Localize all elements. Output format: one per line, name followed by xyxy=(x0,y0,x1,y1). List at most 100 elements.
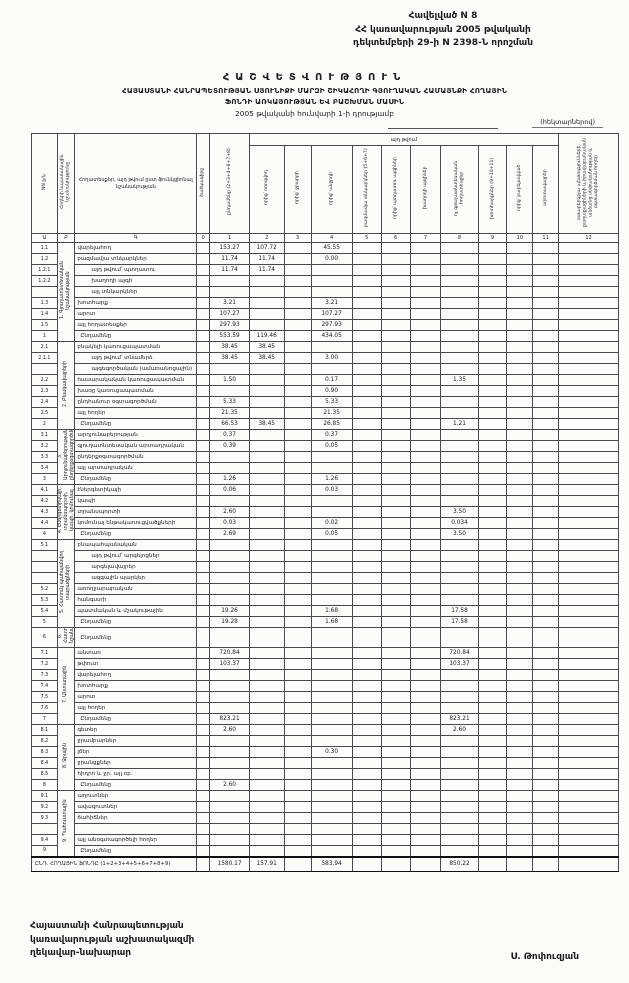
row-label: կապի xyxy=(74,495,198,507)
row-code: 1 xyxy=(31,330,58,342)
cell-col5 xyxy=(351,308,382,320)
cell-col7 xyxy=(409,396,442,408)
col-number: Ա xyxy=(31,233,58,243)
cell-col10 xyxy=(506,374,534,386)
row-code: 3 xyxy=(31,473,58,485)
row-label: Ընդամենը xyxy=(74,779,198,791)
cell-col10 xyxy=(506,286,534,298)
row-label: բնակելի կառուցապատման xyxy=(74,341,198,353)
cell-col10 xyxy=(506,473,534,485)
table-row xyxy=(31,823,619,835)
col-header-7: խաղողի այգիներ xyxy=(409,145,442,234)
cell-col12 xyxy=(558,517,619,529)
cell-col7 xyxy=(409,418,442,430)
cell-col5 xyxy=(351,647,382,659)
appendix-reference: Հավելված N 8 ՀՀ կառավարության 2005 թվակա… xyxy=(293,10,593,51)
table-row: 2.2 հասարակական կառուցապատման 1.50 0.17 1.35 xyxy=(31,374,619,386)
cell-col2 xyxy=(248,845,285,857)
row-label: անտառ xyxy=(74,647,198,659)
table-row: 8.3 լճեր 0.30 xyxy=(31,746,619,758)
cell-col3 xyxy=(283,396,312,408)
cell-col6 xyxy=(380,594,411,606)
cell-col9 xyxy=(477,517,508,529)
cell-col10 xyxy=(506,669,534,681)
cell-col0 xyxy=(196,330,211,342)
footer-signatory-title: Հայաստանի Հանրապետության կառավարության ա… xyxy=(30,920,194,961)
cell-col12 xyxy=(558,297,619,309)
cell-col5 xyxy=(351,264,382,276)
cell-col9 xyxy=(477,647,508,659)
group-label: 6. Հատուկ նշանակության xyxy=(56,627,76,648)
cell-col7 xyxy=(409,539,442,551)
cell-col9 xyxy=(477,308,508,320)
cell-col0 xyxy=(196,845,211,857)
cell-col0 xyxy=(196,691,211,703)
cell-col9 xyxy=(477,561,508,573)
row-code: 7.2 xyxy=(31,658,58,670)
cell-col1: 38.45 xyxy=(209,352,250,364)
cell-col7 xyxy=(409,253,442,265)
cell-col1: 21.35 xyxy=(209,407,250,419)
cell-col8 xyxy=(440,396,479,408)
cell-col2 xyxy=(248,768,285,780)
cell-col8: 1.21 xyxy=(440,418,479,430)
cell-col11 xyxy=(532,385,560,397)
row-label: խոտհարք xyxy=(74,680,198,692)
table-row: 5.4 պատմական և մշակութային 19.26 1.68 17.58 xyxy=(31,605,619,617)
cell-col12 xyxy=(558,440,619,452)
cell-col9 xyxy=(477,691,508,703)
cell-col12 xyxy=(558,801,619,813)
cell-col2 xyxy=(248,658,285,670)
cell-col6 xyxy=(380,757,411,769)
cell-col9 xyxy=(477,779,508,791)
row-code: 3.4 xyxy=(31,462,58,474)
cell-col1 xyxy=(209,275,250,287)
cell-col9 xyxy=(477,242,508,254)
cell-col1 xyxy=(209,669,250,681)
cell-col2 xyxy=(248,680,285,692)
row-code: 9.1 xyxy=(31,790,58,802)
cell-col5 xyxy=(351,440,382,452)
cell-col7 xyxy=(409,363,442,375)
cell-col1 xyxy=(209,561,250,573)
cell-col6 xyxy=(380,297,411,309)
cell-col3 xyxy=(283,341,312,353)
cell-col3 xyxy=(283,242,312,254)
cell-col12 xyxy=(558,352,619,364)
row-label: այգեգործական (ամառանոցային) xyxy=(74,363,198,375)
cell-col2 xyxy=(248,627,285,648)
row-label: Ընդամենը xyxy=(74,616,198,628)
row-code: 9.4 xyxy=(31,834,58,846)
cell-col3 xyxy=(283,669,312,681)
cell-col5 xyxy=(351,702,382,714)
cell-col3 xyxy=(283,330,312,342)
row-code xyxy=(31,363,58,375)
cell-col12 xyxy=(558,374,619,386)
cell-col4: 1.26 xyxy=(310,473,353,485)
cell-col8 xyxy=(440,768,479,780)
cell-col4 xyxy=(310,275,353,287)
cell-col8 xyxy=(440,779,479,791)
cell-col10 xyxy=(506,647,534,659)
cell-col7 xyxy=(409,462,442,474)
cell-col7 xyxy=(409,713,442,725)
cell-col9 xyxy=(477,396,508,408)
col-header-11: արոտավայրեր xyxy=(532,145,560,234)
cell-col1: 11.74 xyxy=(209,264,250,276)
cell-col6 xyxy=(380,473,411,485)
cell-col9 xyxy=(477,790,508,802)
cell-col0 xyxy=(196,834,211,846)
cell-col9 xyxy=(477,253,508,265)
col-number: 5 xyxy=(351,233,382,243)
cell-col7 xyxy=(409,319,442,331)
cell-col12 xyxy=(558,669,619,681)
row-code: 8.1 xyxy=(31,724,58,736)
cell-col12 xyxy=(558,605,619,617)
table-row: 1.4 արոտ 107.27 107.27 xyxy=(31,308,619,320)
cell-col9 xyxy=(477,757,508,769)
table-row: այգեգործական (ամառանոցային) xyxy=(31,363,619,375)
cell-col5 xyxy=(351,484,382,496)
cell-col11 xyxy=(532,396,560,408)
row-label: արոտ xyxy=(74,691,198,703)
cell-col5 xyxy=(351,451,382,463)
